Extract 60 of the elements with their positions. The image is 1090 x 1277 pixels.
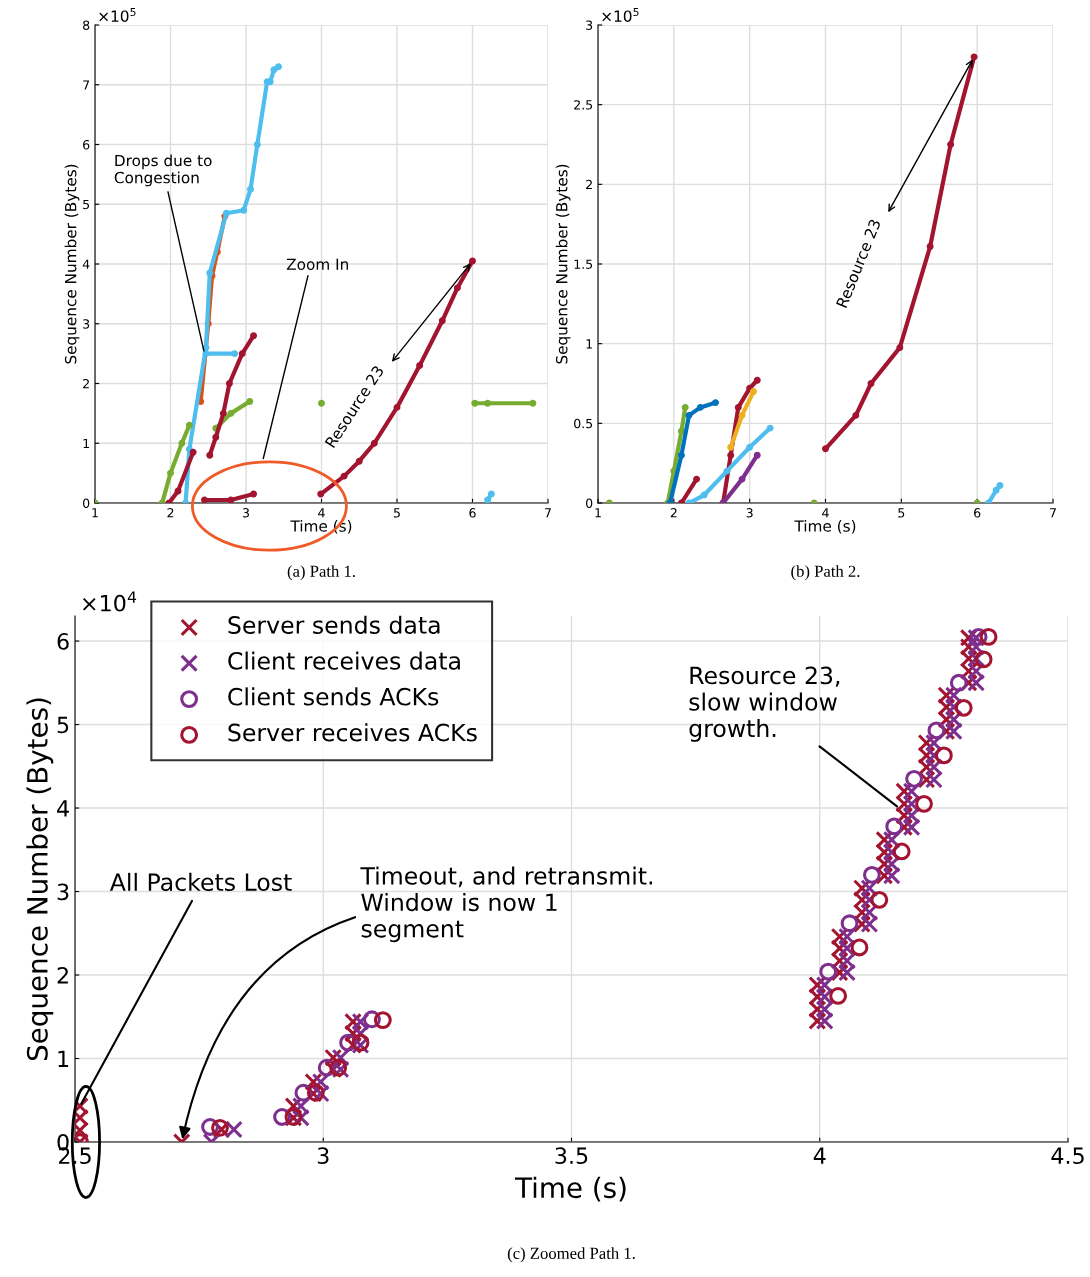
x-tick-label: 7 — [1050, 508, 1056, 518]
x-tick-label: 5 — [898, 508, 905, 518]
x-tick-label: 3 — [317, 1147, 329, 1165]
y-tick-label: 3 — [586, 20, 593, 30]
annotation: All Packets Lost — [109, 872, 292, 892]
annotation: Zoom In — [286, 258, 348, 270]
x-tick-label: 6 — [469, 508, 476, 518]
text: ×10$^{5}$ — [602, 8, 639, 22]
text: ×10$^{4}$ — [83, 591, 137, 612]
x-axis-title: Time (s) — [514, 1176, 626, 1202]
legend-label: Client sends ACKs — [228, 687, 439, 706]
y-tick-label: 0 — [83, 498, 90, 508]
text: (c) Zoomed Path 1. — [507, 1247, 635, 1263]
y-tick-label: 3 — [57, 883, 69, 901]
x-tick-label: 6 — [974, 508, 981, 518]
y-tick-label: 2.5 — [574, 100, 593, 110]
y-tick-label: 5 — [83, 199, 90, 210]
text: (a) Path 1. — [287, 565, 355, 581]
y-tick-label: 7 — [83, 80, 90, 90]
y-tick-label: 1 — [586, 339, 592, 349]
y-tick-label: 1 — [83, 438, 89, 448]
y-tick-label: 2 — [586, 179, 592, 190]
legend-label: Server receives ACKs — [228, 723, 477, 742]
y-axis-title: Sequence Number (Bytes) — [555, 164, 571, 364]
annotation: Timeout, and retransmit. Window is now 1 segment — [360, 866, 653, 943]
x-tick-label: 3 — [242, 508, 249, 518]
y-tick-label: 6 — [83, 139, 90, 150]
annotation: Resource 23, slow window growth. — [689, 666, 840, 742]
x-tick-label: 5 — [393, 508, 400, 518]
legend-label: Server sends data — [228, 615, 440, 634]
y-tick-label: 6 — [57, 633, 69, 650]
x-tick-label: 1 — [92, 508, 98, 518]
y-tick-label: 0 — [586, 498, 593, 508]
y-tick-label: 2 — [57, 966, 68, 984]
y-tick-label: 8 — [83, 20, 90, 30]
text: (b) Path 2. — [791, 565, 860, 581]
y-tick-label: 1 — [58, 1050, 69, 1067]
x-tick-label: 3.5 — [555, 1147, 588, 1165]
y-tick-label: 3 — [83, 319, 90, 329]
y-tick-label: 4 — [57, 800, 69, 817]
x-axis-title: Time (s) — [794, 519, 856, 534]
x-tick-label: 7 — [545, 508, 551, 518]
x-tick-label: 2 — [167, 508, 174, 518]
text: ×10$^{5}$ — [99, 8, 136, 22]
legend-label: Client receives data — [228, 651, 460, 670]
x-tick-label: 4 — [318, 508, 325, 518]
x-tick-label: 4 — [813, 1147, 826, 1164]
x-tick-label: 4 — [822, 508, 829, 518]
y-tick-label: 0.5 — [574, 418, 593, 429]
y-tick-label: 2 — [83, 378, 89, 389]
x-tick-label: 3 — [746, 508, 753, 518]
y-tick-label: 4 — [82, 259, 90, 269]
x-tick-label: 4.5 — [1051, 1147, 1084, 1165]
y-tick-label: 5 — [57, 716, 69, 734]
y-tick-label: 1.5 — [574, 259, 593, 269]
y-axis-title: Sequence Number (Bytes) — [26, 698, 54, 1061]
x-tick-label: 2 — [670, 508, 677, 518]
annotation: Drops due to Congestion — [114, 154, 212, 187]
x-tick-label: 1 — [595, 508, 601, 518]
y-axis-title: Sequence Number (Bytes) — [64, 164, 80, 364]
